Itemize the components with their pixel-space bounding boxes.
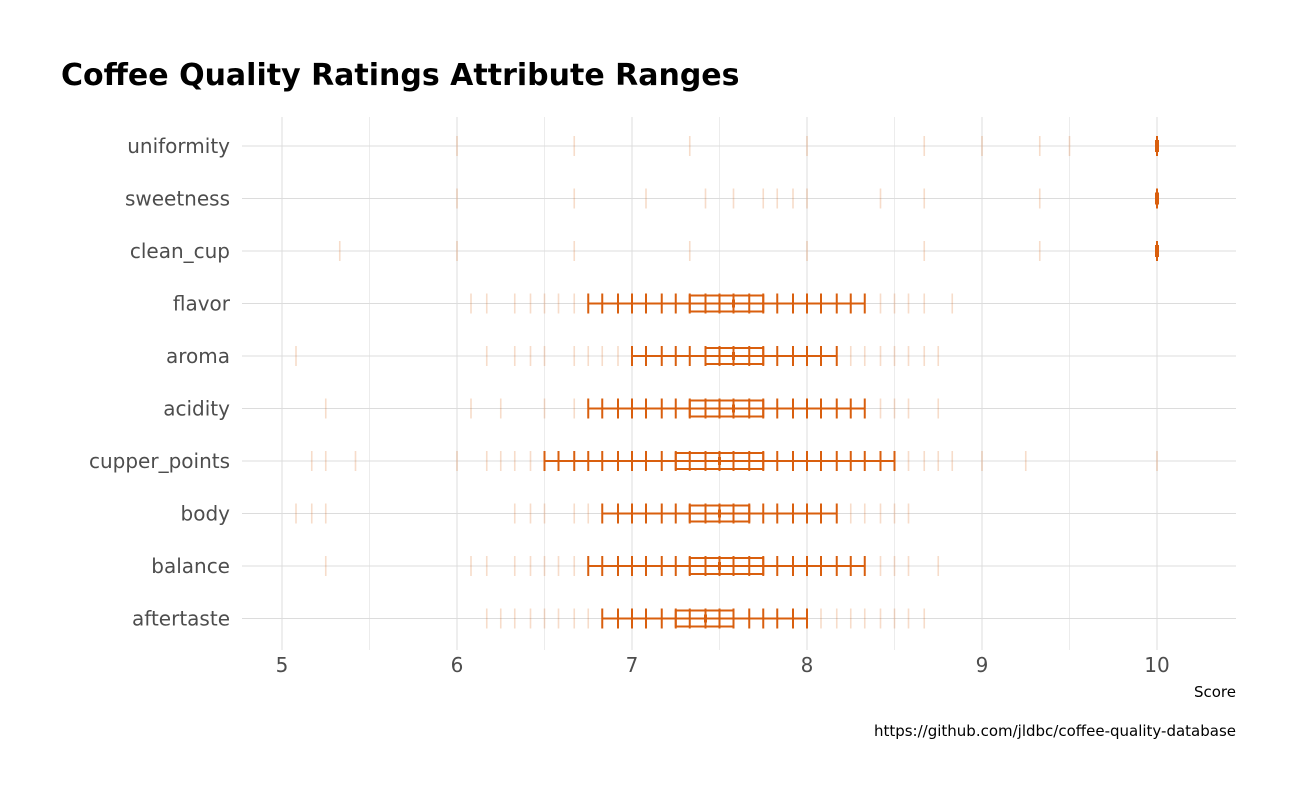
series-aftertaste bbox=[485, 608, 926, 629]
series-sweetness bbox=[456, 188, 1159, 209]
inner-range-box bbox=[674, 609, 735, 628]
y-category-label: acidity bbox=[163, 397, 230, 421]
series-flavor bbox=[470, 293, 954, 314]
inner-range-box bbox=[688, 399, 765, 418]
series-cupper_points bbox=[310, 451, 1158, 471]
y-category-label: uniformity bbox=[127, 134, 230, 158]
x-axis-title: Score bbox=[1194, 683, 1236, 701]
y-category-label: sweetness bbox=[125, 187, 230, 211]
median-marker bbox=[1155, 192, 1159, 205]
series-clean_cup bbox=[338, 241, 1159, 261]
y-category-label: aroma bbox=[166, 344, 230, 368]
inner-range-box bbox=[704, 347, 765, 365]
y-category-label: flavor bbox=[173, 292, 231, 316]
series-aroma bbox=[295, 346, 940, 366]
grid-layer bbox=[242, 117, 1236, 650]
x-axis-tick-labels: 5 6 7 8 9 10 bbox=[276, 653, 1170, 677]
x-tick-label: 8 bbox=[801, 653, 814, 677]
x-tick-label: 10 bbox=[1144, 653, 1169, 677]
series-balance bbox=[324, 556, 940, 576]
median-marker bbox=[1155, 140, 1159, 152]
inner-range-box bbox=[688, 294, 765, 313]
x-tick-label: 7 bbox=[626, 653, 639, 677]
median-marker bbox=[1155, 245, 1159, 257]
y-category-label: aftertaste bbox=[132, 607, 230, 631]
series-uniformity bbox=[456, 136, 1159, 156]
y-category-label: balance bbox=[151, 554, 230, 578]
y-category-label: clean_cup bbox=[130, 239, 230, 263]
inner-range-box bbox=[674, 452, 765, 470]
y-category-label: body bbox=[181, 502, 231, 526]
chart-title: Coffee Quality Ratings Attribute Ranges bbox=[61, 58, 740, 93]
y-category-label: cupper_points bbox=[89, 449, 230, 473]
marks-layer bbox=[295, 136, 1159, 629]
x-tick-label: 6 bbox=[451, 653, 464, 677]
inner-range-box bbox=[688, 504, 751, 523]
series-body bbox=[295, 503, 910, 524]
series-acidity bbox=[324, 398, 940, 419]
chart-caption: https://github.com/jldbc/coffee-quality-… bbox=[874, 722, 1236, 740]
x-tick-label: 9 bbox=[976, 653, 989, 677]
x-tick-label: 5 bbox=[276, 653, 289, 677]
inner-range-box bbox=[688, 557, 765, 575]
